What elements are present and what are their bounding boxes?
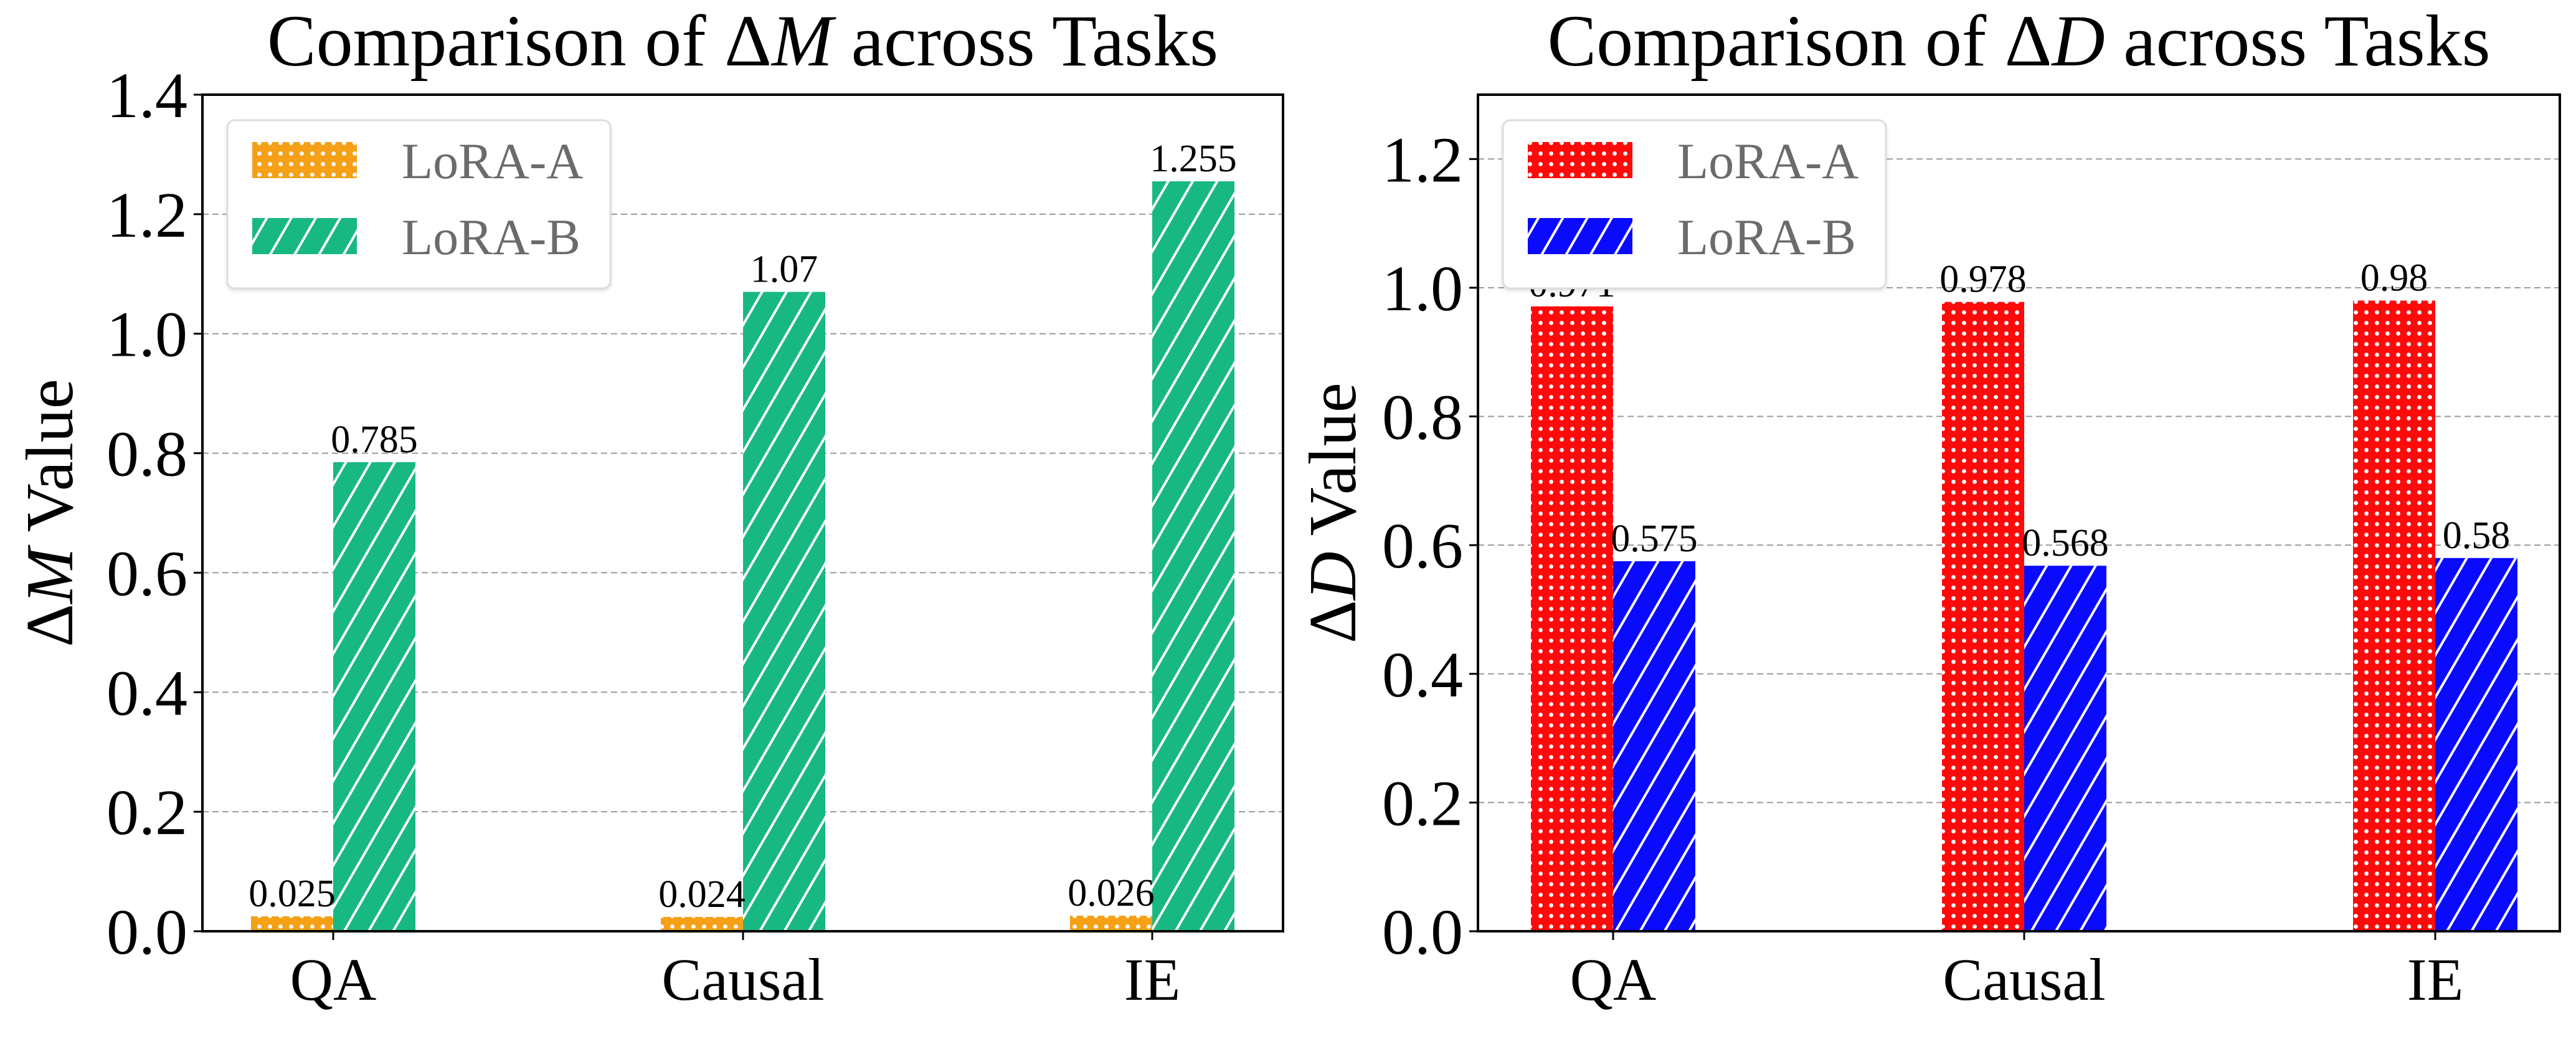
x-tick-label: QA: [1570, 946, 1657, 1013]
bar-lora-a-ie: [1070, 916, 1152, 931]
chart-title: Comparison of ΔM across Tasks: [267, 0, 1218, 82]
legend-item-lora-b: LoRA-B: [1528, 209, 1856, 265]
legend-item-lora-b: LoRA-B: [252, 209, 580, 265]
y-ticks: 0.0 0.2 0.4 0.6 0.8 1.0 1.2 1.4: [107, 60, 202, 968]
y-tick-label: 0.4: [107, 657, 187, 729]
bar-lora-a-causal: [661, 916, 743, 931]
x-tick-label: Causal: [1943, 946, 2105, 1013]
bar-lora-b-ie: [2435, 558, 2517, 931]
y-ticks: 0.0 0.2 0.4 0.6 0.8 1.0 1.2: [1382, 124, 1478, 968]
x-ticks: QA Causal IE: [1570, 931, 2464, 1013]
data-labels: 0.025 0.024 0.026 0.785 1.07 1.255: [249, 138, 1237, 916]
bar-hatch: [743, 292, 825, 931]
data-label: 0.58: [2443, 515, 2511, 557]
bar-hatch: [251, 916, 333, 931]
y-tick-label: 1.0: [1382, 253, 1463, 325]
legend-swatch-hatch: [1528, 218, 1632, 254]
bar-hatch: [1942, 301, 2024, 931]
bar-hatch: [2024, 566, 2106, 931]
bar-lora-a-qa: [251, 916, 333, 931]
y-axis-label: ΔM Value: [13, 379, 87, 647]
bar-lora-b-causal: [743, 292, 825, 931]
y-tick-label: 0.4: [1382, 639, 1463, 711]
legend: LoRA-A LoRA-B: [1502, 119, 1887, 290]
bar-hatch: [1152, 181, 1234, 931]
y-tick-label: 1.0: [107, 299, 187, 371]
y-tick-label: 1.2: [107, 179, 187, 251]
bar-lora-b-qa: [333, 462, 415, 931]
data-label: 1.255: [1150, 138, 1237, 180]
legend-item-lora-a: LoRA-A: [1528, 133, 1859, 189]
legend-label: LoRA-A: [402, 133, 584, 189]
y-tick-label: 0.2: [1382, 767, 1463, 839]
bar-lora-b-causal: [2024, 566, 2106, 931]
bar-hatch: [1070, 916, 1152, 931]
y-tick-label: 0.8: [107, 419, 187, 490]
legend-label: LoRA-B: [402, 209, 580, 265]
data-label: 0.024: [658, 873, 746, 916]
y-tick-label: 1.4: [107, 60, 187, 131]
legend-swatch-hatch: [252, 218, 357, 254]
legend-item-lora-a: LoRA-A: [252, 133, 584, 189]
bar-lora-b-ie: [1152, 181, 1234, 931]
bar-hatch: [1531, 306, 1613, 931]
x-tick-label: QA: [290, 946, 377, 1013]
bar-hatch: [661, 916, 743, 931]
y-tick-label: 0.8: [1382, 382, 1463, 453]
axes-frame: [1477, 93, 2561, 932]
bar-hatch: [1613, 561, 1695, 931]
x-tick-label: IE: [2407, 946, 2464, 1013]
legend: LoRA-A LoRA-B: [226, 119, 612, 290]
chart-title: Comparison of ΔD across Tasks: [1547, 0, 2490, 82]
x-tick-label: Causal: [661, 946, 824, 1013]
bar-lora-a-causal: [1942, 301, 2024, 931]
data-label: 1.07: [751, 249, 818, 291]
y-tick-label: 0.0: [107, 896, 187, 968]
data-label: 0.026: [1068, 872, 1155, 914]
data-label: 0.025: [249, 873, 336, 915]
y-tick-label: 1.2: [1382, 124, 1463, 196]
y-tick-label: 0.6: [1382, 510, 1463, 582]
bar-lora-a-qa: [1531, 306, 1613, 931]
legend-swatch-hatch: [252, 142, 357, 178]
y-tick-label: 0.6: [107, 538, 187, 609]
data-label: 0.98: [2361, 257, 2428, 300]
bars: [1531, 300, 2517, 932]
data-label: 0.568: [2022, 522, 2109, 564]
bar-lora-a-ie: [2353, 300, 2435, 932]
legend-label: LoRA-B: [1677, 209, 1856, 265]
y-tick-label: 0.0: [1382, 896, 1463, 968]
bar-hatch: [2353, 300, 2435, 932]
bar-lora-b-qa: [1613, 561, 1695, 931]
y-axis-label: ΔD Value: [1296, 382, 1370, 643]
x-ticks: QA Causal IE: [290, 931, 1181, 1013]
bars: [251, 181, 1234, 931]
data-label: 0.575: [1611, 518, 1698, 560]
data-label: 0.785: [331, 419, 418, 461]
legend-label: LoRA-A: [1677, 133, 1859, 189]
x-tick-label: IE: [1124, 946, 1181, 1013]
y-tick-label: 0.2: [107, 777, 187, 848]
bar-hatch: [2435, 558, 2517, 931]
data-label: 0.978: [1939, 259, 2027, 301]
bar-hatch: [333, 462, 415, 931]
legend-swatch-hatch: [1528, 142, 1632, 178]
